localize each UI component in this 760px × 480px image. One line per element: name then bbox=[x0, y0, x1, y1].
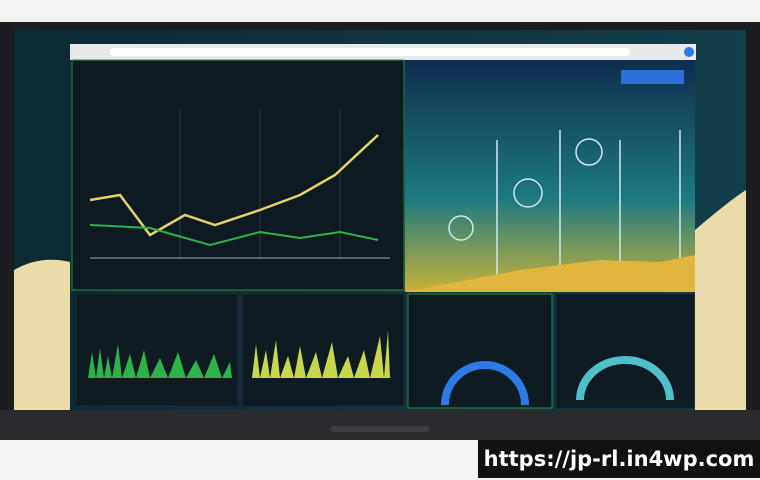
area bbox=[405, 255, 695, 292]
gauge bbox=[441, 361, 529, 406]
watermark: https://jp-rl.in4wp.com bbox=[478, 440, 760, 478]
trend-line-2 bbox=[89, 224, 379, 247]
network-panel bbox=[405, 60, 695, 292]
bar-cluster bbox=[88, 344, 232, 378]
line-panel bbox=[71, 59, 405, 291]
trend-line bbox=[89, 134, 379, 237]
browser-button[interactable] bbox=[684, 47, 694, 57]
base-notch bbox=[330, 426, 430, 432]
gauge-panel-2 bbox=[555, 293, 695, 409]
bar-panel bbox=[75, 293, 239, 407]
laptop-base bbox=[0, 410, 760, 440]
bar-cluster-2 bbox=[252, 330, 390, 378]
bar-panel-2 bbox=[241, 293, 405, 407]
gauge-panel bbox=[407, 293, 553, 409]
gauge-2 bbox=[576, 356, 674, 401]
panel-button[interactable] bbox=[621, 70, 684, 84]
hill-right bbox=[695, 190, 746, 410]
address-field[interactable] bbox=[110, 48, 630, 56]
hill-left bbox=[14, 259, 70, 410]
